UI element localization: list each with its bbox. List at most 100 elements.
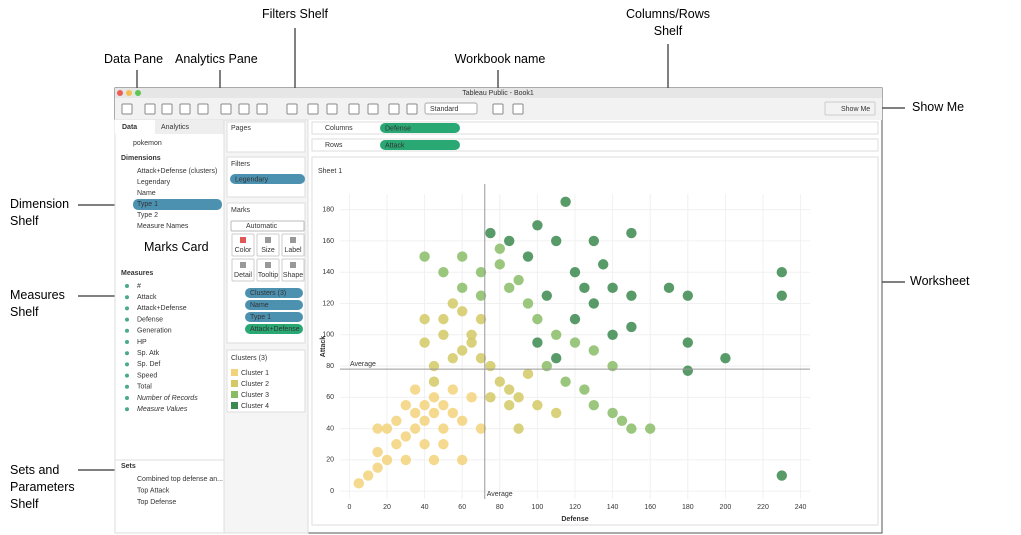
point <box>381 423 393 434</box>
show-me-button[interactable] <box>824 101 876 116</box>
point <box>428 360 440 372</box>
annotation: Sets and Parameters Shelf <box>10 463 75 511</box>
point <box>513 423 524 434</box>
measure: HP <box>137 339 147 346</box>
mark-button-label: Shape <box>283 272 303 279</box>
point <box>410 384 421 395</box>
field-icon <box>125 351 129 356</box>
point <box>475 313 487 325</box>
measure: Sp. Def <box>137 361 160 368</box>
field-icon <box>125 407 129 412</box>
point <box>776 470 787 481</box>
selected-field <box>133 199 222 210</box>
mark-button[interactable] <box>231 258 255 282</box>
pill-label: Clusters (3) <box>250 290 286 297</box>
y-tick-label: 60 <box>326 394 334 401</box>
toolbar-icon <box>256 103 268 115</box>
point <box>466 392 477 403</box>
point <box>569 313 581 325</box>
point <box>438 399 449 411</box>
y-tick-label: 20 <box>326 457 334 464</box>
point <box>588 298 599 309</box>
point <box>626 321 637 333</box>
mark-button-label: Label <box>284 247 302 254</box>
mark-button[interactable] <box>281 258 305 282</box>
measure: Measure Values <box>137 406 188 413</box>
point <box>438 423 449 434</box>
point <box>504 282 515 294</box>
point <box>598 259 609 270</box>
y-tick-label: 0 <box>330 488 334 495</box>
field-icon <box>125 284 129 288</box>
toolbar-icon <box>406 103 418 115</box>
point <box>522 368 534 380</box>
point <box>400 454 411 466</box>
point <box>419 313 430 325</box>
field-icon <box>125 340 129 344</box>
measure: Speed <box>137 372 157 379</box>
mark-icon <box>240 237 246 243</box>
toolbar-icon <box>161 103 173 115</box>
annotation: Filters Shelf <box>262 7 328 21</box>
card-title: Marks <box>231 207 251 214</box>
pill <box>380 140 460 150</box>
annotation: Data Pane <box>104 52 164 66</box>
point <box>682 365 693 376</box>
point <box>682 337 693 348</box>
point <box>541 290 552 301</box>
legend-swatch <box>231 369 238 376</box>
point <box>532 399 543 411</box>
field-icon <box>125 396 129 400</box>
point <box>457 306 468 317</box>
x-tick-label: 200 <box>720 504 732 511</box>
point <box>428 392 440 403</box>
reference-label: Average <box>350 361 376 368</box>
field-icon <box>125 384 129 389</box>
pill-label: Attack <box>385 142 405 149</box>
point <box>419 439 430 450</box>
mark-button-label: Detail <box>234 272 252 279</box>
point <box>588 399 599 411</box>
toolbar-icon <box>367 103 379 115</box>
dimension: Type 2 <box>137 212 158 219</box>
y-tick-label: 160 <box>322 238 334 245</box>
annotation: Analytics Pane <box>175 52 258 66</box>
point <box>776 267 787 278</box>
point <box>457 454 468 466</box>
mark-button[interactable] <box>231 233 255 257</box>
point <box>645 423 656 434</box>
measure: Total <box>137 384 152 391</box>
reference-label: Average <box>487 491 513 498</box>
mark-icon <box>290 262 296 268</box>
toolbar-icon <box>286 103 298 115</box>
point <box>466 329 477 340</box>
field-icon <box>125 295 129 300</box>
point <box>607 360 618 372</box>
point <box>560 376 571 387</box>
field-icon <box>125 306 129 311</box>
point <box>372 462 383 473</box>
data-source: pokemon <box>133 140 162 147</box>
dimension: Measure Names <box>137 223 189 230</box>
window-button <box>117 90 123 96</box>
toolbar-icon <box>238 103 250 115</box>
point <box>494 376 505 387</box>
point <box>560 196 571 208</box>
point <box>419 415 430 426</box>
point <box>569 337 581 348</box>
toolbar-icon <box>179 103 191 115</box>
shelf-label: Columns <box>325 125 353 132</box>
mark-button[interactable] <box>256 258 280 282</box>
x-tick-label: 220 <box>757 504 769 511</box>
point <box>626 227 637 239</box>
point <box>438 439 449 450</box>
point <box>607 329 618 340</box>
mark-button[interactable] <box>256 233 280 257</box>
annotation: Measures Shelf <box>10 288 65 319</box>
field-icon <box>125 317 129 322</box>
worksheet <box>311 156 879 526</box>
measure: # <box>137 283 141 290</box>
mark-button[interactable] <box>281 233 305 257</box>
y-tick-label: 180 <box>322 206 334 213</box>
